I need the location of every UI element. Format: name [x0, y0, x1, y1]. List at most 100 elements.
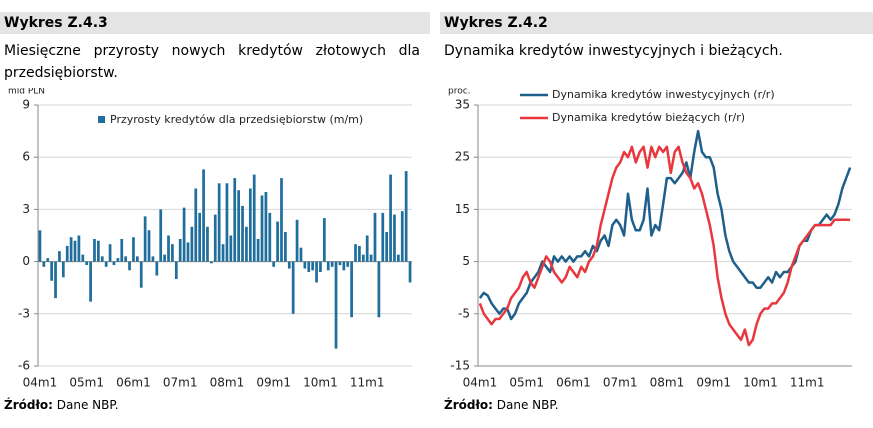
- bar: [260, 195, 264, 262]
- bar: [369, 254, 373, 262]
- bar: [311, 261, 315, 271]
- bar: [358, 245, 361, 262]
- bar: [241, 205, 244, 262]
- bar: [229, 235, 233, 262]
- panel-title: Wykres Z.4.3: [0, 12, 430, 34]
- bar: [381, 212, 385, 262]
- bar: [389, 174, 392, 262]
- bar: [213, 214, 217, 262]
- x-tick-label: 05m1: [69, 376, 104, 390]
- bar: [163, 254, 166, 262]
- bar: [50, 261, 53, 281]
- bar: [291, 261, 295, 314]
- y-tick-label: -5: [458, 306, 470, 320]
- bar: [237, 190, 240, 262]
- bar: [194, 188, 198, 262]
- bar: [73, 240, 77, 262]
- bar: [147, 230, 151, 262]
- bar: [338, 261, 342, 266]
- x-tick-label: 05m1: [509, 376, 544, 390]
- bar: [299, 247, 303, 262]
- bar: [326, 261, 330, 271]
- bar: [385, 232, 389, 262]
- bar: [248, 188, 252, 262]
- bar: [404, 171, 408, 262]
- x-tick-label: 10m1: [303, 376, 338, 390]
- bar: [42, 261, 46, 267]
- x-tick-label: 08m1: [650, 376, 685, 390]
- bar: [85, 261, 89, 266]
- bar: [61, 261, 65, 278]
- x-tick-label: 11m1: [790, 376, 825, 390]
- bar: [206, 226, 209, 262]
- bar: [268, 212, 272, 262]
- bar: [38, 230, 42, 262]
- bar: [334, 261, 338, 349]
- y-tick-label: 35: [455, 98, 470, 112]
- bar: [65, 245, 69, 262]
- bar: [143, 216, 147, 262]
- bar: [400, 211, 404, 262]
- y-tick-label: -6: [18, 359, 30, 373]
- bar: [264, 192, 268, 262]
- bar: [186, 242, 190, 262]
- bar: [135, 256, 139, 262]
- panel-subtitle: Dynamika kredytów inwestycyjnych i bieżą…: [444, 43, 783, 59]
- x-tick-label: 04m1: [23, 376, 58, 390]
- panel-title: Wykres Z.4.2: [440, 12, 873, 34]
- bar: [397, 254, 400, 262]
- y-tick-label: 9: [22, 98, 30, 112]
- bar: [361, 254, 365, 262]
- bar: [287, 261, 291, 269]
- x-tick-label: 09m1: [696, 376, 731, 390]
- bar: [342, 261, 346, 271]
- bar: [139, 261, 143, 288]
- bar: [272, 261, 276, 267]
- bar: [124, 256, 128, 262]
- legend-label: Przyrosty kredytów dla przedsiębiorstw (…: [110, 113, 363, 126]
- bar: [174, 261, 178, 279]
- bar: [233, 178, 237, 262]
- bar: [322, 218, 326, 262]
- bar: [210, 261, 213, 264]
- bar: [225, 183, 229, 262]
- bar: [284, 232, 287, 262]
- bar: [97, 240, 100, 262]
- panel-subtitle: Miesięczne przyrosty nowych kredytów zło…: [4, 43, 420, 81]
- chart: proc. -15 -5 5 15 25 35 04m1 05m1 06m1 07m1 08m1 09m…: [448, 88, 852, 390]
- y-tick-label: -3: [18, 306, 30, 320]
- bar: [120, 238, 124, 262]
- bar: [100, 256, 104, 262]
- bar: [276, 221, 279, 262]
- x-tick-label: 07m1: [603, 376, 638, 390]
- bar: [256, 238, 260, 262]
- bar: [393, 214, 396, 262]
- bar: [350, 261, 353, 318]
- bar: [46, 258, 50, 262]
- bar: [178, 238, 182, 262]
- y-tick-label: -15: [450, 359, 470, 373]
- bar: [167, 235, 170, 262]
- x-tick-label: 08m1: [210, 376, 245, 390]
- line: [478, 145, 851, 347]
- x-tick-label: 11m1: [350, 376, 385, 390]
- bar: [346, 261, 350, 267]
- panel: Wykres Z.4.2 Dynamika kredytów inwestycy…: [440, 0, 873, 428]
- bar: [93, 238, 96, 262]
- bar: [190, 226, 194, 262]
- y-tick-label: 15: [455, 202, 470, 216]
- y-tick-label: 25: [455, 150, 470, 164]
- bar: [151, 256, 155, 262]
- bar: [245, 226, 248, 262]
- bar: [58, 251, 61, 262]
- x-tick-label: 06m1: [116, 376, 151, 390]
- x-tick-label: 09m1: [256, 376, 291, 390]
- bar: [354, 244, 357, 262]
- bar: [217, 183, 221, 262]
- y-axis-label: proc.: [448, 88, 471, 97]
- bar: [81, 254, 85, 262]
- y-axis-label: mld PLN: [8, 88, 45, 97]
- bar: [155, 261, 159, 276]
- panel: Wykres Z.4.3 Miesięczne przyrosty nowych…: [0, 0, 430, 428]
